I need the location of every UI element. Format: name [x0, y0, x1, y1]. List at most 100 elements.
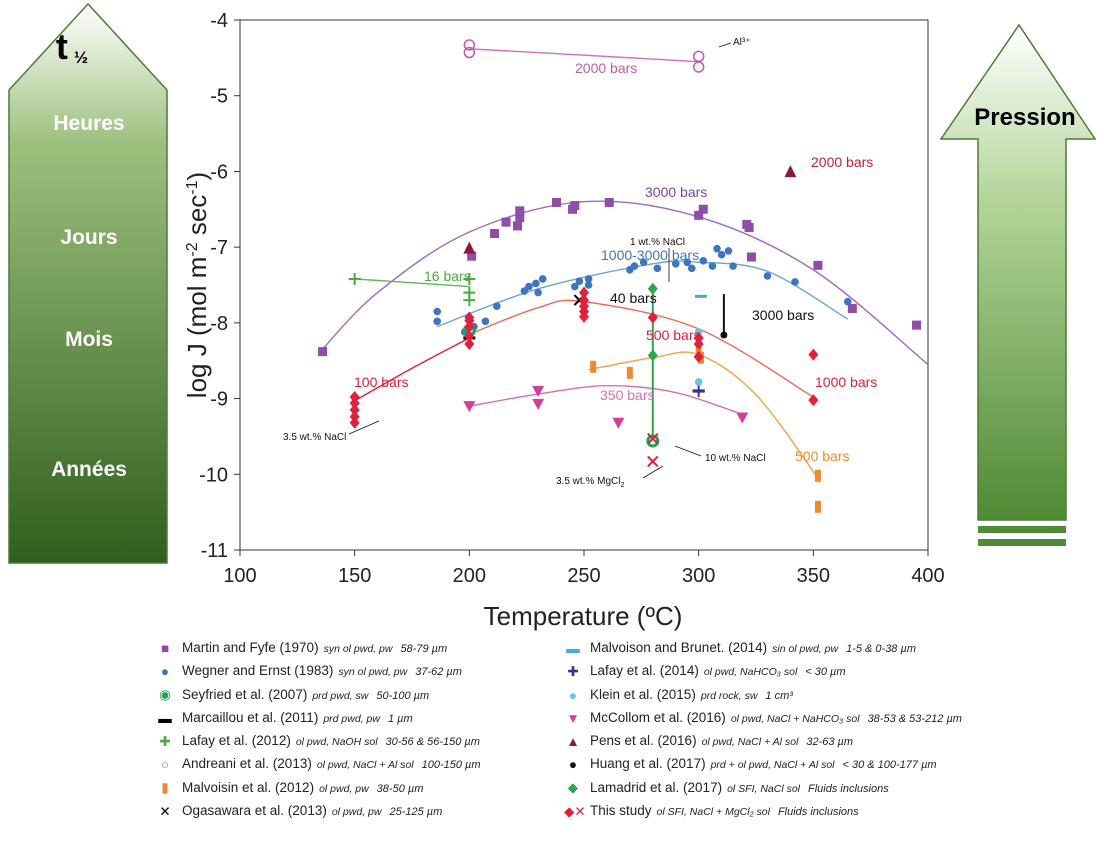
y-tick-label: -4 [210, 10, 228, 32]
data-points [318, 39, 922, 513]
legend-grain-size: < 30 µm [805, 666, 846, 679]
legend-description: prd rock, sw [700, 689, 758, 702]
data-point [464, 338, 475, 351]
legend-item: ○ Andreani et al. (2013) ol pwd, NaCl + Al… [156, 756, 481, 779]
legend: ■ Martin and Fyfe (1970) syn ol pwd, pw 58-… [156, 640, 1086, 852]
legend-item: ✚ Lafay et al. (2014) ol pwd, NaHCO₃ sol < … [564, 663, 962, 686]
data-point [693, 332, 704, 344]
data-point [694, 294, 707, 298]
data-point [647, 349, 658, 362]
data-point [538, 275, 547, 283]
data-point [467, 251, 477, 261]
legend-description: ol pwd, NaHCO₃ sol [703, 666, 798, 679]
legend-item: ▬ Malvoison and Brunet. (2014) sin ol pwd,… [564, 640, 962, 663]
data-point [481, 317, 490, 326]
data-point [349, 410, 360, 423]
legend-description: ol pwd, NaCl + Al sol [316, 759, 414, 772]
data-point [808, 348, 819, 361]
y-tick-label: -8 [210, 313, 228, 335]
legend-name: Lafay et al. (2012) [182, 733, 291, 749]
legend-item: ✚ Lafay et al. (2012) ol pwd, NaOH sol 30-5… [156, 733, 481, 756]
legend-name: Martin and Fyfe (1970) [182, 640, 319, 655]
annotation-3000-bars: 3000 bars [645, 184, 707, 200]
data-point [493, 302, 501, 311]
data-point [584, 281, 593, 289]
data-point [692, 50, 705, 63]
data-point [813, 260, 823, 270]
x-axis-ticks: 100 150 200 250 300 350 400 [223, 550, 945, 587]
legend-grain-size: 1 µm [387, 712, 413, 725]
data-point [349, 391, 360, 404]
y-axis-label: log J (mol m-2 sec-1) [182, 172, 212, 398]
data-point [724, 247, 733, 255]
legend-name: Wegner and Ernst (1983) [182, 663, 334, 679]
trend-line [469, 384, 745, 416]
legend-column-right: ▬ Malvoison and Brunet. (2014) sin ol pwd,… [564, 640, 962, 826]
legend-description: ol pwd, NaCl + Al sol [701, 736, 799, 749]
data-point [694, 378, 703, 386]
data-point [512, 221, 522, 231]
data-point [713, 244, 721, 253]
data-point [433, 317, 442, 326]
legend-description: syn ol pwd, pw [338, 666, 408, 679]
legend-marker-icon: ▮ [161, 780, 169, 796]
legend-item: ▲ Pens et al. (2016) ol pwd, NaCl + Al sol… [564, 733, 962, 756]
legend-name: Lamadrid et al. (2017) [590, 779, 723, 795]
data-point [571, 282, 579, 291]
data-point [647, 432, 659, 445]
legend-item: ◆ Lamadrid et al. (2017) ol SFI, NaCl sol F… [564, 780, 962, 803]
legend-item: ▮ Malvoisin et al. (2012) ol pwd, pw 38-50 … [156, 780, 481, 803]
annotation-500-bars-red: 500 bars [646, 327, 700, 343]
pressure-arrow-shape [939, 23, 1097, 521]
data-point [604, 197, 614, 207]
y-axis-ticks: -4 -5 -6 -7 -8 -9 -10 -11 [199, 10, 240, 562]
trend-line [588, 351, 819, 479]
x-tick-label: 100 [223, 565, 256, 587]
legend-marker-icon: ▲ [566, 734, 580, 750]
data-point [694, 210, 704, 220]
legend-column-left: ■ Martin and Fyfe (1970) syn ol pwd, pw 58-… [156, 640, 481, 826]
data-point [464, 314, 475, 327]
data-point [683, 258, 691, 267]
annotation-pointer [718, 42, 732, 48]
pressure-arrow: Pression [939, 23, 1097, 546]
x-tick-label: 200 [453, 565, 486, 587]
legend-marker-icon: ▼ [566, 710, 580, 726]
legend-grain-size: 1-5 & 0-38 µm [846, 643, 916, 655]
legend-grain-size: 50-100 µm [376, 689, 430, 702]
legend-description: ol pwd, NaOH sol [295, 736, 378, 749]
legend-item: ● Klein et al. (2015) prd rock, sw 1 cm³ [564, 687, 962, 710]
annotation-16-bars: 16 bars [424, 268, 471, 284]
legend-grain-size: 100-150 µm [421, 759, 481, 772]
data-point [847, 303, 857, 313]
legend-name: Klein et al. (2015) [590, 686, 696, 702]
legend-name: Andreani et al. (2013) [182, 756, 312, 772]
legend-marker-icon: ◆✕ [564, 803, 586, 819]
data-point [575, 277, 584, 286]
data-point [433, 307, 442, 316]
legend-name: Malvoisin et al. (2012) [182, 779, 315, 795]
data-point [814, 500, 821, 513]
vertical-bars [651, 288, 725, 441]
data-point [579, 310, 589, 323]
legend-grain-size: 30-56 & 56-150 µm [385, 736, 480, 749]
annotation-10wt-nacl: 10 wt.% NaCl [705, 453, 766, 464]
legend-item: ● Wegner and Ernst (1983) syn ol pwd, pw 37… [156, 663, 481, 686]
data-point [612, 417, 625, 429]
annotation-2000-bars-red: 2000 bars [811, 154, 873, 170]
legend-name: Marcaillou et al. (2011) [182, 709, 319, 725]
y-tick-label: -5 [210, 86, 228, 108]
y-tick-label: -11 [201, 540, 228, 562]
data-point [463, 272, 476, 285]
data-point [736, 412, 749, 424]
data-point [532, 279, 540, 288]
data-point [570, 201, 580, 210]
annotation-500-bars-orange: 500 bars [795, 448, 849, 464]
legend-description: ol pwd, NaCl + NaHCO₃ sol [730, 712, 860, 725]
annotation-3000-bars-black: 3000 bars [752, 307, 814, 323]
data-point [525, 282, 533, 291]
annotation-100-bars: 100 bars [354, 374, 408, 390]
legend-description: ol SFI, NaCl + MgCl₂ sol [656, 806, 770, 819]
legend-item: ◉ Seyfried et al. (2007) prd pwd, sw 50-100… [156, 687, 481, 710]
